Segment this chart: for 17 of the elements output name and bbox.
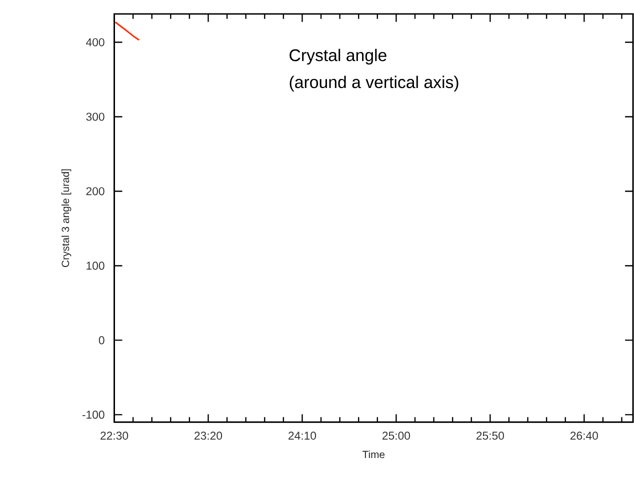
- y-tick-label: -100: [82, 410, 104, 419]
- annotation: (around a vertical axis): [290, 76, 458, 92]
- x-axis-title: Time: [362, 450, 385, 458]
- y-tick-label: 300: [86, 112, 104, 121]
- x-tick-label: 25:50: [476, 432, 504, 440]
- x-tick-label: 26:40: [570, 432, 598, 440]
- x-tick-label: 23:20: [194, 432, 222, 440]
- y-tick-label: 400: [86, 38, 104, 46]
- y-axis-title: Crystal 3 angle [urad]: [61, 169, 72, 268]
- x-tick-label: 24:10: [288, 432, 316, 440]
- x-tick-label: 22:30: [100, 432, 128, 440]
- line-series: [114, 21, 140, 41]
- annotation: Crystal angle: [290, 48, 386, 65]
- y-tick-label: 100: [86, 262, 104, 270]
- y-tick-label: 200: [86, 187, 104, 196]
- x-tick-label: 25:00: [382, 432, 410, 440]
- y-tick-label: 0: [98, 336, 104, 344]
